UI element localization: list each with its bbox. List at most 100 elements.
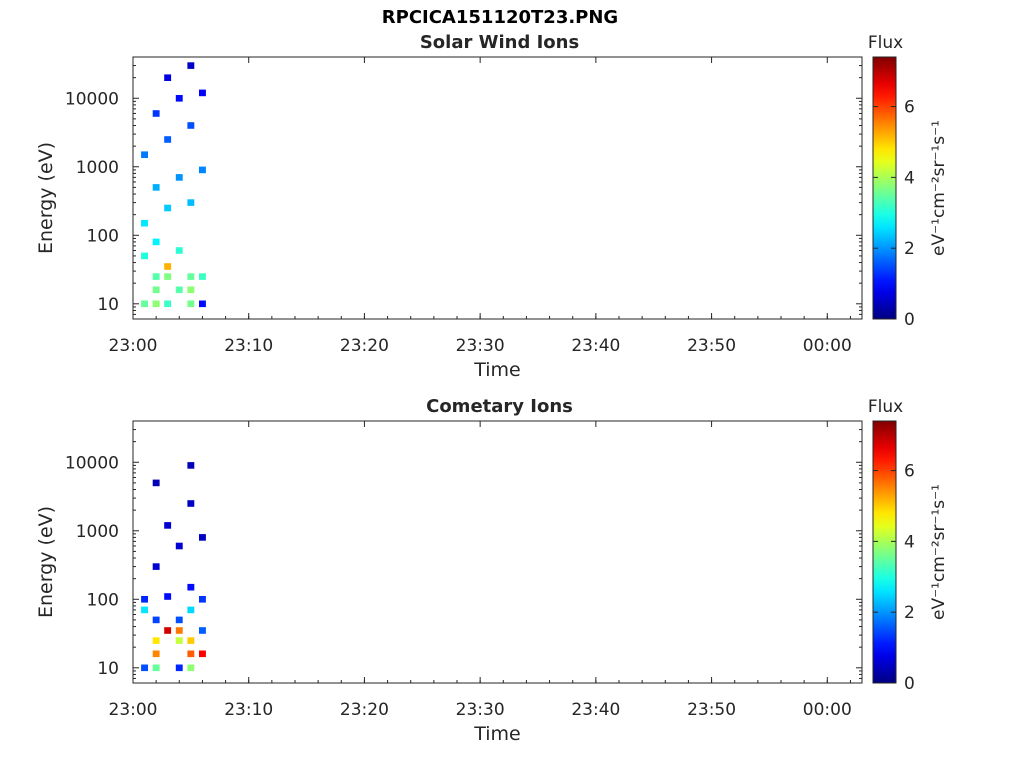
y-tick-label: 1000: [76, 522, 119, 542]
heatmap-cell: [187, 300, 195, 308]
colorbar: [872, 420, 897, 684]
colorbar-tick-label: 2: [904, 603, 915, 623]
heatmap-cell: [199, 627, 206, 634]
y-tick-label: 10000: [65, 89, 119, 109]
x-tick-label: 23:50: [687, 336, 736, 356]
x-tick-label: 23:40: [571, 336, 620, 356]
heatmap-cell: [187, 273, 195, 280]
heatmap-cell: [141, 596, 148, 603]
heatmap-cell: [164, 74, 172, 81]
heatmap-cell: [187, 286, 195, 294]
colorbar-unit: eV⁻¹cm⁻²sr⁻¹s⁻¹: [929, 120, 949, 256]
y-tick-label: 10000: [65, 453, 119, 473]
heatmap-cell: [141, 300, 148, 308]
heatmap-cell: [175, 247, 183, 254]
heatmap-cell: [199, 273, 206, 280]
y-axis-label: Energy (eV): [35, 506, 57, 618]
colorbar-tick-label: 6: [904, 462, 915, 482]
heatmap-cell: [141, 606, 148, 614]
x-axis-label: Time: [473, 723, 521, 745]
heatmap-cell: [152, 238, 160, 246]
plot-frame: [132, 56, 863, 320]
x-tick-label: 23:20: [340, 336, 389, 356]
x-tick-label: 23:10: [224, 336, 273, 356]
colorbar-label: Flux: [868, 397, 903, 417]
colorbar-tick-label: 2: [904, 239, 915, 259]
colorbar-label: Flux: [868, 33, 903, 53]
heatmap-cell: [187, 606, 195, 614]
heatmap-cell: [175, 627, 183, 634]
heatmap-cell: [152, 110, 160, 117]
heatmap-cell: [141, 252, 148, 260]
heatmap-cell: [164, 300, 172, 308]
heatmap-cell: [152, 479, 160, 487]
heatmap-cell: [164, 136, 172, 143]
y-tick-label: 10: [97, 295, 119, 315]
panel-2: Cometary Ions 23:00 23:10 23:20 23:30 23:40 23…: [35, 396, 949, 745]
heatmap-cell: [199, 166, 206, 174]
heatmap-cell: [152, 616, 160, 624]
heatmap-cell: [175, 95, 183, 102]
heatmap-cell: [164, 522, 172, 529]
heatmap-cell: [141, 219, 148, 227]
x-tick-label: 00:00: [803, 700, 852, 720]
heatmap-cell: [199, 650, 206, 658]
x-tick-label: 00:00: [803, 336, 852, 356]
x-axis-label: Time: [473, 359, 521, 381]
heatmap-cell: [152, 650, 160, 658]
heatmap-cell: [187, 583, 195, 591]
heatmap-cell: [164, 263, 172, 270]
x-tick-label: 23:30: [456, 336, 505, 356]
heatmap-cell: [152, 563, 160, 570]
heatmap-cell: [199, 596, 206, 603]
plot-frame: [132, 420, 863, 684]
colorbar-tick-label: 0: [904, 310, 915, 330]
colorbar-tick-label: 4: [904, 532, 915, 552]
heatmap-cell: [199, 534, 206, 541]
heatmap-cell: [175, 174, 183, 181]
x-tick-label: 23:10: [224, 700, 273, 720]
heatmap-cell: [175, 286, 183, 294]
heatmap-cell: [187, 637, 195, 644]
heatmap-cell: [187, 664, 195, 672]
heatmap-cell: [187, 500, 195, 507]
figure-title: RPCICA151120T23.PNG: [381, 7, 619, 28]
heatmap-cell: [199, 89, 206, 97]
heatmap-cell: [152, 184, 160, 191]
heatmap-cell: [152, 637, 160, 644]
y-tick-label: 100: [87, 226, 119, 246]
y-tick-label: 100: [87, 590, 119, 610]
heatmap-cell: [175, 637, 183, 644]
heatmap-cell: [152, 273, 160, 280]
heatmap-cell: [152, 300, 160, 308]
x-tick-label: 23:00: [109, 336, 158, 356]
x-tick-label: 23:20: [340, 700, 389, 720]
heatmap-cell: [187, 62, 195, 69]
heatmap-cell: [152, 664, 160, 672]
x-tick-label: 23:50: [687, 700, 736, 720]
heatmap-cell: [164, 204, 172, 212]
y-axis-label: Energy (eV): [35, 142, 57, 254]
y-tick-label: 1000: [76, 158, 119, 178]
heatmap-cell: [152, 286, 160, 294]
heatmap-cell: [175, 616, 183, 624]
colorbar-tick-label: 4: [904, 168, 915, 188]
heatmap-cell: [164, 627, 172, 634]
x-tick-label: 23:00: [109, 700, 158, 720]
colorbar-tick-label: 6: [904, 98, 915, 118]
heatmap-cell: [199, 300, 206, 308]
colorbar-tick-label: 0: [904, 674, 915, 694]
y-tick-label: 10: [97, 659, 119, 679]
heatmap-cell: [187, 199, 195, 206]
heatmap-cell: [141, 664, 148, 672]
panel-title: Cometary Ions: [426, 396, 573, 417]
panel-1: Solar Wind Ions 23:00 23:10 23:20 23:30 23:40…: [35, 32, 949, 381]
x-tick-label: 23:40: [571, 700, 620, 720]
heatmap-cell: [187, 122, 195, 129]
x-tick-label: 23:30: [456, 700, 505, 720]
heatmap-cell: [141, 151, 148, 158]
colorbar: [872, 56, 897, 320]
heatmap-cell: [187, 650, 195, 658]
heatmap-cell: [175, 542, 183, 550]
